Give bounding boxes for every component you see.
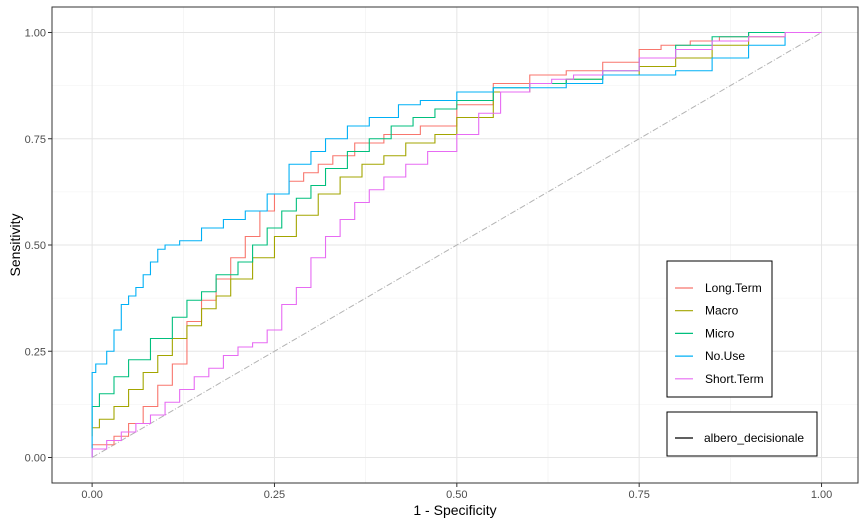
y-tick-label: 0.00 xyxy=(25,453,46,465)
y-tick-label: 0.75 xyxy=(25,134,46,146)
legend-label: No.Use xyxy=(705,349,745,363)
y-tick-label: 0.25 xyxy=(25,346,46,358)
x-axis-title: 1 - Specificity xyxy=(413,502,496,518)
y-tick-label: 0.50 xyxy=(25,240,46,252)
axis-ticks: 0.00 0.25 0.50 0.75 1.00 0.00 0.25 0.50 0.75 1.00 xyxy=(25,28,833,502)
y-axis-title: Sensitivity xyxy=(7,213,23,276)
y-tick-label: 1.00 xyxy=(25,28,46,40)
series-line-long-term xyxy=(91,31,822,458)
legend-label: Long.Term xyxy=(705,281,762,295)
legend-label: Micro xyxy=(705,326,735,340)
series-line-short-term xyxy=(91,31,822,458)
legend-label: Short.Term xyxy=(705,372,764,386)
legend-series-box xyxy=(666,260,773,398)
reference-line xyxy=(91,32,822,458)
reference-diagonal xyxy=(91,32,822,458)
legend-model-box xyxy=(666,411,818,457)
x-tick-label: 0.75 xyxy=(628,489,649,501)
x-tick-label: 0.50 xyxy=(446,489,467,501)
series-line-no-use xyxy=(91,31,822,458)
legend-model: albero_decisionale xyxy=(666,411,818,457)
x-tick-label: 0.25 xyxy=(264,489,285,501)
x-tick-label: 1.00 xyxy=(811,489,832,501)
legend-series: Long.Term Macro Micro No.Use Short.Term xyxy=(666,260,773,398)
legend-label: Macro xyxy=(705,304,739,318)
legend-label: albero_decisionale xyxy=(704,431,804,445)
roc-curves xyxy=(91,31,822,458)
x-tick-label: 0.00 xyxy=(81,489,102,501)
